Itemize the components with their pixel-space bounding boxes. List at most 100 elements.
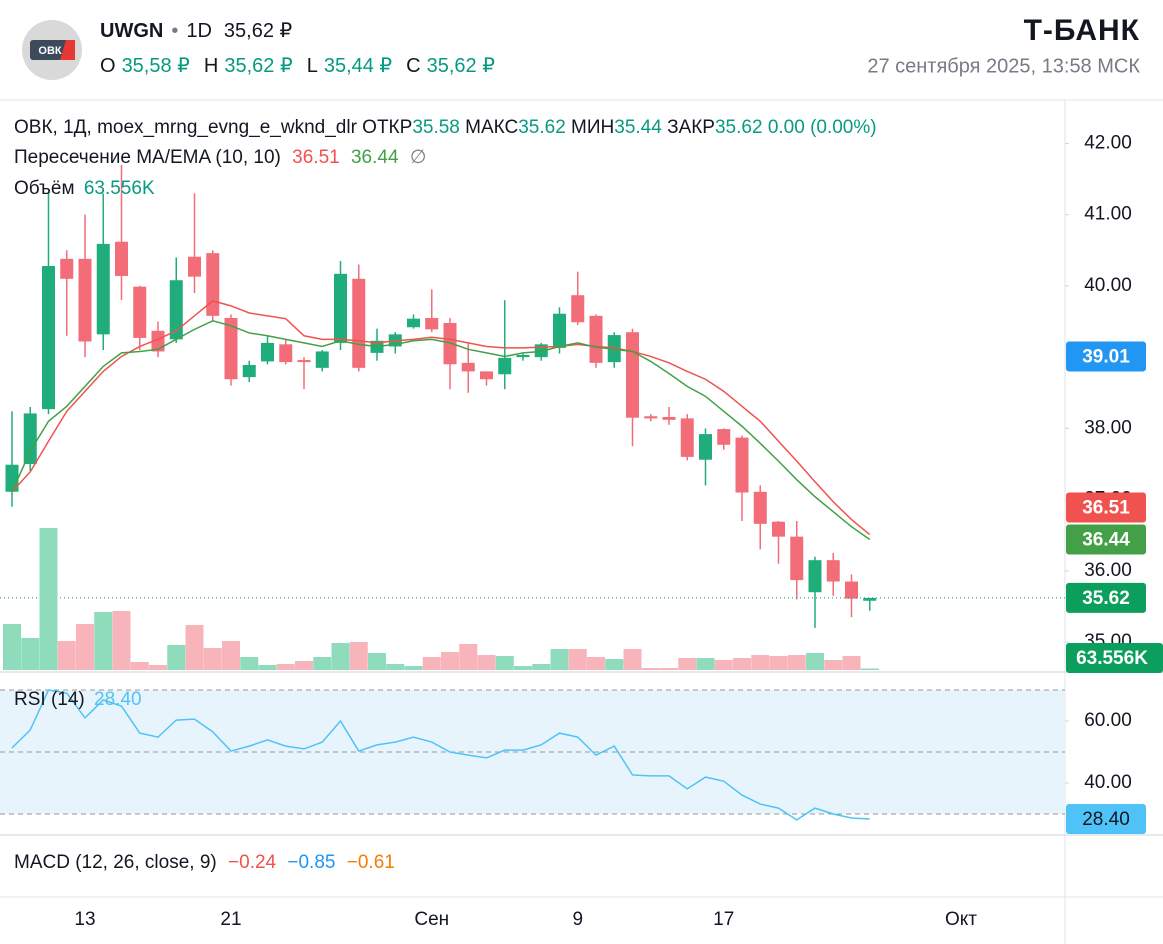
x-tick-label: 9 bbox=[572, 909, 583, 930]
volume-bar bbox=[550, 649, 569, 670]
price: 35,62 ₽ bbox=[224, 20, 293, 42]
candle-body bbox=[790, 536, 804, 581]
candle-body bbox=[571, 295, 585, 323]
ohlc-label: ЗАКР bbox=[667, 117, 715, 138]
candle-body bbox=[151, 330, 165, 352]
candle-body bbox=[699, 434, 712, 460]
y-tick-label: 38.00 bbox=[1084, 417, 1132, 438]
volume-bar bbox=[331, 643, 350, 670]
volume-bar bbox=[769, 656, 788, 670]
price-tag bbox=[1066, 492, 1146, 523]
volume-bar bbox=[368, 653, 386, 670]
ohlc-label: L bbox=[307, 55, 318, 77]
volume-bar bbox=[495, 656, 514, 670]
volume-bar bbox=[240, 657, 259, 670]
volume-bar bbox=[130, 662, 149, 670]
volume-bar bbox=[477, 655, 496, 670]
candle-body bbox=[242, 364, 256, 378]
volume-bar bbox=[459, 644, 478, 670]
volume-bar bbox=[641, 668, 660, 670]
x-tick-label: 13 bbox=[74, 909, 95, 930]
x-tick-label: 21 bbox=[220, 909, 241, 930]
volume-bar bbox=[258, 665, 277, 670]
interval: 1D bbox=[186, 20, 212, 42]
legend-indicator: Пересечение MA/EMA (10, 10) 36.51 36.44 … bbox=[14, 147, 426, 168]
y-tick-label: 36.00 bbox=[1084, 560, 1132, 581]
ohlc-value: 35,58 ₽ bbox=[122, 55, 191, 77]
ohlc-label: O bbox=[100, 55, 116, 77]
legend-main: ОВК, 1Д, moex_mrng_evng_e_wknd_dlr ОТКР 3… bbox=[14, 117, 877, 138]
y-tick-label: 40.00 bbox=[1084, 772, 1132, 793]
volume-bar bbox=[514, 666, 532, 670]
ohlc-value: 35.62 bbox=[518, 117, 566, 138]
rsi-tag-label: 28.40 bbox=[1082, 809, 1130, 830]
price-tag bbox=[1066, 524, 1146, 555]
series-title: ОВК, 1Д, moex_mrng_evng_e_wknd_dlr bbox=[14, 117, 358, 138]
candle-body bbox=[261, 342, 274, 362]
candle-body bbox=[297, 360, 311, 363]
volume-bar bbox=[39, 528, 58, 670]
legend-macd: MACD (12, 26, close, 9) −0.24 −0.85 −0.6… bbox=[14, 852, 395, 873]
price-tag-label: 39.01 bbox=[1082, 346, 1130, 367]
candle-body bbox=[188, 256, 201, 277]
empty-symbol: ∅ bbox=[410, 147, 427, 168]
volume-bar bbox=[441, 652, 459, 670]
indicator-value: 36.51 bbox=[292, 147, 340, 168]
candle-body bbox=[845, 581, 858, 599]
candle-body bbox=[717, 429, 731, 445]
ohlc-label: МАКС bbox=[465, 117, 518, 138]
candle-body bbox=[78, 258, 92, 342]
volume-bar bbox=[860, 668, 879, 670]
change: 0.00 (0.00%) bbox=[768, 117, 877, 138]
indicator-value: 36.44 bbox=[351, 147, 399, 168]
candle-body bbox=[626, 332, 639, 418]
candle-body bbox=[96, 243, 110, 335]
volume-bar bbox=[185, 625, 204, 670]
x-tick-label: Окт bbox=[945, 909, 977, 930]
volume-bar bbox=[422, 657, 441, 670]
logo-text: ОВК bbox=[38, 45, 62, 57]
candle-body bbox=[589, 315, 603, 363]
candle-body bbox=[23, 413, 37, 464]
ohlc-label: МИН bbox=[571, 117, 614, 138]
candle-body bbox=[169, 280, 183, 340]
volume-bar bbox=[532, 664, 551, 670]
candle-body bbox=[826, 560, 840, 582]
header-title: UWGN • 1D 35,62 ₽ bbox=[100, 20, 293, 42]
price-tag-label: 35.62 bbox=[1082, 588, 1130, 609]
volume-bar bbox=[386, 664, 405, 670]
volume-bar bbox=[3, 624, 21, 670]
volume-bar bbox=[94, 612, 113, 670]
volume-bar bbox=[404, 666, 423, 670]
volume-value: 63.556K bbox=[84, 178, 155, 199]
x-tick-label: 17 bbox=[713, 909, 734, 930]
ohlc-label: ОТКР bbox=[362, 117, 412, 138]
volume-bar bbox=[714, 660, 733, 670]
candle-body bbox=[224, 317, 238, 380]
candle-body bbox=[315, 351, 329, 368]
volume-bar bbox=[678, 658, 697, 670]
rsi-title: RSI (14) bbox=[14, 689, 85, 710]
macd-value: −0.85 bbox=[287, 852, 335, 873]
volume-bar bbox=[696, 658, 715, 670]
ohlc-label: H bbox=[204, 55, 218, 77]
volume-bar bbox=[623, 649, 642, 670]
price-tag-label: 36.44 bbox=[1082, 530, 1130, 551]
rsi-line bbox=[11, 689, 870, 821]
volume-bar bbox=[149, 665, 167, 670]
candle-body bbox=[680, 418, 694, 457]
ticker: UWGN bbox=[100, 20, 163, 42]
volume-bar bbox=[605, 659, 624, 670]
volume-bar bbox=[587, 657, 605, 670]
candle-body bbox=[480, 371, 493, 380]
candle-body bbox=[753, 491, 767, 524]
indicator-line bbox=[11, 300, 871, 536]
macd-title: MACD (12, 26, close, 9) bbox=[14, 852, 217, 873]
volume-bar bbox=[751, 655, 770, 670]
volume-tag bbox=[1066, 643, 1163, 673]
price-tag bbox=[1066, 341, 1146, 372]
volume-label: Объём bbox=[14, 178, 75, 199]
candle-body bbox=[662, 416, 676, 420]
candle-body bbox=[863, 597, 877, 601]
volume-bar bbox=[349, 642, 368, 670]
